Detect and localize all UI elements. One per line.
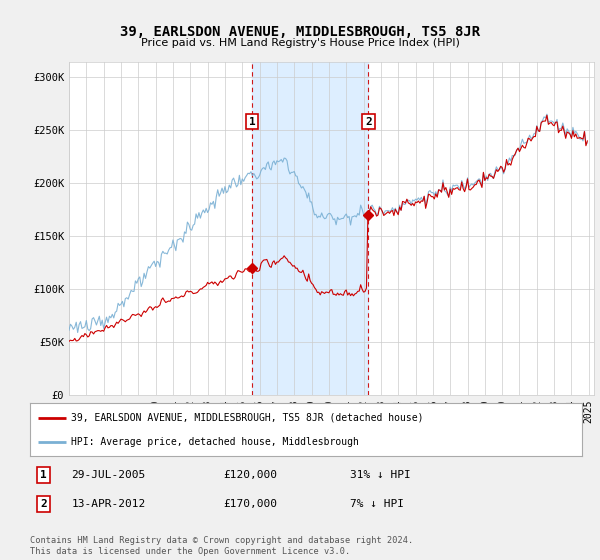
Text: 31% ↓ HPI: 31% ↓ HPI xyxy=(350,470,411,480)
Text: 39, EARLSDON AVENUE, MIDDLESBROUGH, TS5 8JR (detached house): 39, EARLSDON AVENUE, MIDDLESBROUGH, TS5 … xyxy=(71,413,424,423)
Text: 13-APR-2012: 13-APR-2012 xyxy=(71,500,146,509)
Text: HPI: Average price, detached house, Middlesbrough: HPI: Average price, detached house, Midd… xyxy=(71,437,359,447)
Text: Contains HM Land Registry data © Crown copyright and database right 2024.
This d: Contains HM Land Registry data © Crown c… xyxy=(30,536,413,556)
Text: Price paid vs. HM Land Registry's House Price Index (HPI): Price paid vs. HM Land Registry's House … xyxy=(140,38,460,48)
Text: 7% ↓ HPI: 7% ↓ HPI xyxy=(350,500,404,509)
Text: £120,000: £120,000 xyxy=(223,470,277,480)
Text: 2: 2 xyxy=(365,116,372,127)
Bar xyxy=(252,62,368,395)
Text: 29-JUL-2005: 29-JUL-2005 xyxy=(71,470,146,480)
Text: 2: 2 xyxy=(40,500,47,509)
Text: 1: 1 xyxy=(249,116,256,127)
Text: 1: 1 xyxy=(40,470,47,480)
Text: 39, EARLSDON AVENUE, MIDDLESBROUGH, TS5 8JR: 39, EARLSDON AVENUE, MIDDLESBROUGH, TS5 … xyxy=(120,26,480,39)
Text: £170,000: £170,000 xyxy=(223,500,277,509)
